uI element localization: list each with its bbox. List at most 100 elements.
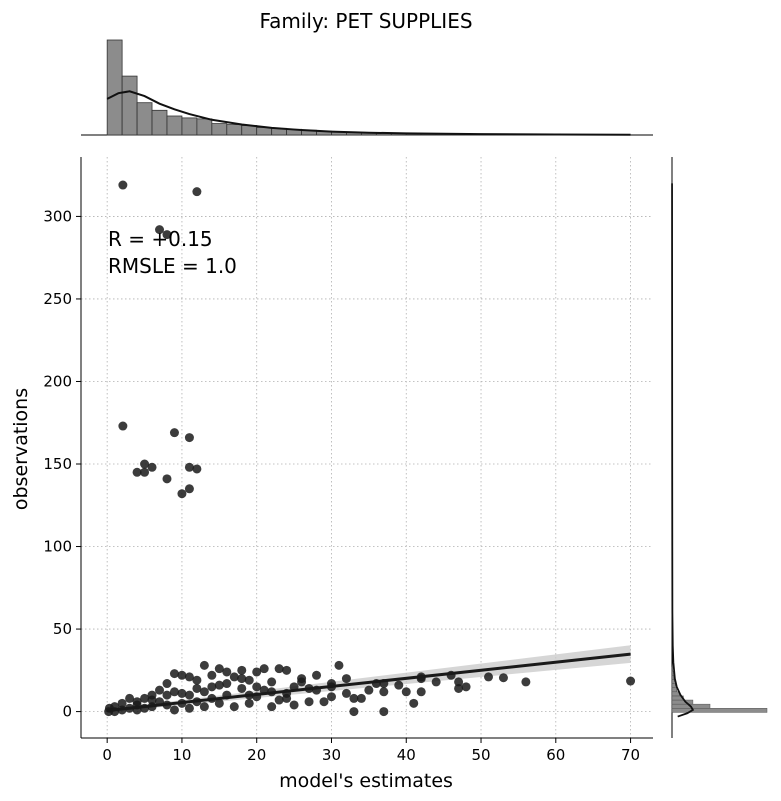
scatter-point xyxy=(401,687,411,697)
scatter-point xyxy=(229,702,239,712)
scatter-point xyxy=(431,677,441,687)
scatter-point xyxy=(169,687,179,697)
marginal-x-bar xyxy=(196,118,213,136)
scatter-point xyxy=(147,695,157,705)
axes: 0 10 20 30 40 50 60 70 0 50 100 150 200 250 300 xyxy=(43,157,653,764)
scatter-point xyxy=(229,672,239,682)
x-tick-label: 60 xyxy=(546,746,565,764)
marginal-x-bar xyxy=(166,115,183,136)
scatter-point xyxy=(454,683,464,693)
scatter-point xyxy=(319,697,329,707)
y-tick-label: 300 xyxy=(43,207,72,225)
annotation-rmsle: RMSLE = 1.0 xyxy=(108,254,237,278)
marginal-y-bar xyxy=(671,675,674,680)
scatter-point xyxy=(282,665,292,675)
scatter-point xyxy=(521,677,531,687)
scatter-point xyxy=(125,693,135,703)
scatter-point xyxy=(140,693,150,703)
x-tick-label: 30 xyxy=(322,746,341,764)
scatter-point xyxy=(199,702,209,712)
scatter-point xyxy=(259,664,269,674)
regression-line xyxy=(107,652,631,713)
scatter-point xyxy=(484,672,494,682)
scatter-point xyxy=(155,685,165,695)
scatter-point xyxy=(207,670,217,680)
scatter-points xyxy=(104,180,636,717)
scatter-point xyxy=(184,690,194,700)
scatter-point xyxy=(379,707,389,717)
y-tick-label: 0 xyxy=(62,703,72,721)
scatter-point xyxy=(252,667,262,677)
x-tick-label: 20 xyxy=(247,746,266,764)
scatter-point xyxy=(177,688,187,698)
scatter-point xyxy=(237,674,247,684)
x-tick-label: 0 xyxy=(102,746,112,764)
scatter-point xyxy=(334,660,344,670)
x-tick-label: 10 xyxy=(172,746,191,764)
scatter-point xyxy=(267,702,277,712)
x-axis-label: model's estimates xyxy=(279,770,453,792)
scatter-point xyxy=(274,695,284,705)
marginal-x-bar xyxy=(151,109,168,136)
scatter-point xyxy=(169,705,179,715)
scatter-point xyxy=(326,692,336,702)
marginal-y-bar xyxy=(671,708,768,713)
scatter-point xyxy=(364,685,374,695)
marginal-y-bar xyxy=(671,670,674,676)
y-axis-label: observations xyxy=(10,388,32,510)
scatter-point xyxy=(199,687,209,697)
chart-title: Family: PET SUPPLIES xyxy=(259,9,472,33)
scatter-point xyxy=(409,698,419,708)
scatter-point xyxy=(214,664,224,674)
scatter-point xyxy=(312,670,322,680)
scatter-point xyxy=(184,433,194,443)
marginal-x-kde xyxy=(106,90,631,136)
scatter-point xyxy=(282,693,292,703)
scatter-point xyxy=(169,669,179,679)
scatter-point xyxy=(147,462,157,472)
marginal-x-bar xyxy=(121,75,138,136)
scatter-point xyxy=(192,187,202,197)
x-tick-label: 70 xyxy=(621,746,640,764)
annotation-r: R = +0.15 xyxy=(108,227,213,251)
marginal-y-bar xyxy=(671,666,674,672)
scatter-point xyxy=(626,676,636,686)
y-tick-label: 200 xyxy=(43,372,72,390)
scatter-point xyxy=(461,682,471,692)
y-tick-label: 50 xyxy=(53,620,72,638)
marginal-x-bar xyxy=(136,102,153,136)
scatter-point xyxy=(192,683,202,693)
scatter-point xyxy=(379,687,389,697)
marginal-y-histogram xyxy=(671,157,768,738)
marginal-x-bar xyxy=(226,124,243,136)
scatter-point xyxy=(341,674,351,684)
regression-layer xyxy=(107,652,631,713)
scatter-point xyxy=(162,690,172,700)
scatter-point xyxy=(169,428,179,438)
marginal-x-histogram xyxy=(81,39,653,136)
scatter-point xyxy=(349,707,359,717)
scatter-point xyxy=(199,660,209,670)
scatter-point xyxy=(192,675,202,685)
scatter-point xyxy=(184,462,194,472)
marginal-x-bar xyxy=(106,39,123,136)
marginal-x-bar xyxy=(181,117,198,136)
scatter-point xyxy=(341,688,351,698)
scatter-point xyxy=(118,180,128,190)
grid xyxy=(81,157,653,738)
x-tick-label: 50 xyxy=(471,746,490,764)
scatter-point xyxy=(162,474,172,484)
x-tick-label: 40 xyxy=(397,746,416,764)
scatter-point xyxy=(177,670,187,680)
scatter-point xyxy=(118,421,128,431)
marginal-y-bar xyxy=(671,687,677,693)
scatter-point xyxy=(356,693,366,703)
scatter-point xyxy=(162,230,172,240)
scatter-point xyxy=(140,467,150,477)
scatter-point xyxy=(252,682,262,692)
scatter-point xyxy=(289,700,299,710)
marginal-y-bar xyxy=(671,683,676,688)
scatter-point xyxy=(237,683,247,693)
scatter-point xyxy=(349,693,359,703)
scatter-point xyxy=(184,484,194,494)
